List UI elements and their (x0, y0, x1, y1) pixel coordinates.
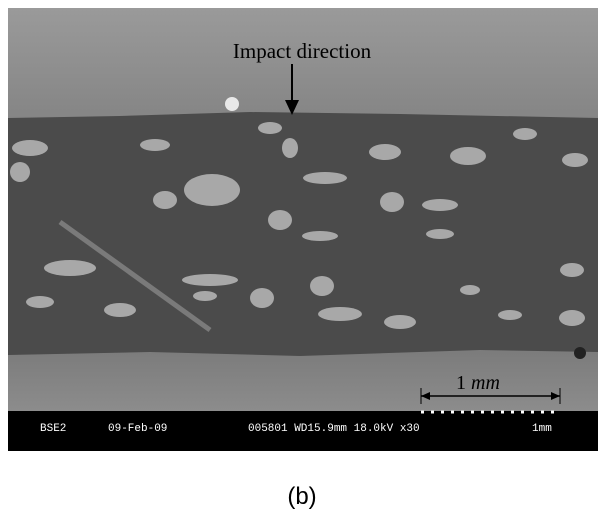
micrograph (8, 8, 598, 411)
upper-region (8, 8, 598, 118)
info-bar: BSE2 09-Feb-09 005801 WD15.9mm 18.0kV x3… (8, 411, 598, 451)
annotation: Impact direction (233, 39, 372, 63)
scale-unit: mm (471, 372, 500, 394)
settings: 005801 WD15.9mm 18.0kV x30 (248, 423, 420, 435)
surface-particle (225, 97, 239, 111)
figure: Impact direction 1mm BSE2 09-Feb-09 0058… (0, 0, 603, 516)
scale-number: 1 (456, 372, 466, 394)
caption: (b) (287, 483, 316, 510)
date: 09-Feb-09 (108, 423, 167, 435)
detector: BSE2 (40, 423, 66, 435)
pore (574, 347, 586, 359)
scale-text: 1mm (532, 423, 552, 435)
